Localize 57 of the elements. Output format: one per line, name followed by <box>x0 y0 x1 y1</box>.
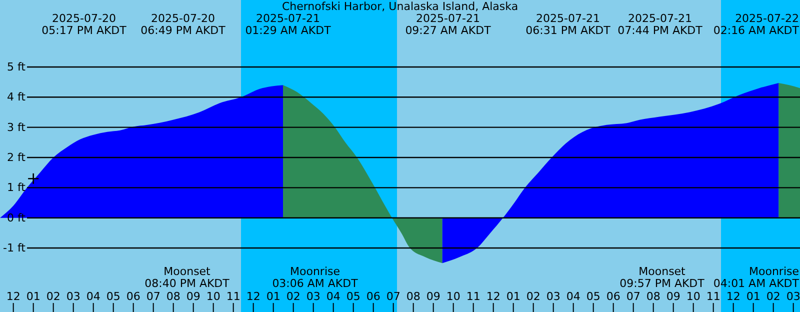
annotation: 2025-07-21 06:31 PM AKDT <box>526 12 611 37</box>
x-tick-label: 01 <box>506 290 520 303</box>
annotation: 2025-07-20 05:17 PM AKDT <box>42 12 127 37</box>
x-tick-label: 02 <box>526 290 540 303</box>
x-tick-label: 03 <box>306 290 320 303</box>
x-tick-label: 05 <box>346 290 360 303</box>
x-tick-label: 02 <box>46 290 60 303</box>
x-tick-label: 02 <box>766 290 780 303</box>
x-tick-label: 09 <box>666 290 680 303</box>
annotation: 2025-07-20 06:49 PM AKDT <box>140 12 226 37</box>
x-tick-label: 10 <box>446 290 460 303</box>
x-tick-label: 08 <box>646 290 660 303</box>
annotation: Moonrise 03:06 AM AKDT <box>272 265 358 290</box>
annotation: 2025-07-22 02:16 AM AKDT <box>713 12 800 37</box>
x-tick-label: 08 <box>406 290 420 303</box>
x-tick-label: 04 <box>566 290 580 303</box>
x-tick-label: 11 <box>706 290 720 303</box>
x-tick-label: 03 <box>546 290 560 303</box>
x-tick-label: 10 <box>686 290 700 303</box>
x-tick-label: 05 <box>106 290 120 303</box>
x-tick-label: 01 <box>746 290 760 303</box>
x-tick-label: 11 <box>466 290 480 303</box>
x-tick-label: 04 <box>326 290 340 303</box>
y-tick-label: 1 ft <box>7 181 26 194</box>
annotation: Moonset 09:57 PM AKDT <box>620 265 705 290</box>
x-tick-label: 07 <box>146 290 160 303</box>
y-tick-label: 5 ft <box>7 60 26 74</box>
y-tick-label: 4 ft <box>7 90 26 104</box>
x-tick-label: 06 <box>606 290 620 303</box>
x-tick-label: 12 <box>726 290 740 303</box>
x-tick-label: 09 <box>426 290 440 303</box>
x-tick-label: 02 <box>286 290 300 303</box>
x-tick-label: 12 <box>486 290 500 303</box>
x-tick-label: 06 <box>366 290 380 303</box>
annotation: Moonrise 04:01 AM AKDT <box>713 265 800 290</box>
annotation: Moonset 08:40 PM AKDT <box>144 265 230 290</box>
x-tick-label: 04 <box>86 290 100 303</box>
x-tick-label: 12 <box>246 290 260 303</box>
y-tick-label: 2 ft <box>7 151 26 164</box>
x-tick-label: 01 <box>26 290 40 303</box>
x-tick-label: 11 <box>226 290 240 303</box>
y-tick-label: -1 ft <box>3 242 26 255</box>
x-tick-label: 10 <box>206 290 220 303</box>
x-tick-label: 03 <box>786 290 800 303</box>
x-tick-label: 09 <box>186 290 200 303</box>
x-tick-label: 12 <box>6 290 20 303</box>
x-tick-label: 07 <box>626 290 640 303</box>
x-tick-label: 08 <box>166 290 180 303</box>
x-tick-label: 01 <box>266 290 280 303</box>
annotation: 2025-07-21 07:44 PM AKDT <box>618 12 703 37</box>
annotation: 2025-07-21 01:29 AM AKDT <box>245 12 332 37</box>
y-tick-label: 3 ft <box>7 120 26 134</box>
x-tick-label: 05 <box>586 290 600 303</box>
x-tick-label: 06 <box>126 290 140 303</box>
x-tick-label: 03 <box>66 290 80 303</box>
x-tick-label: 07 <box>386 290 400 303</box>
annotation: 2025-07-21 09:27 AM AKDT <box>405 12 492 37</box>
